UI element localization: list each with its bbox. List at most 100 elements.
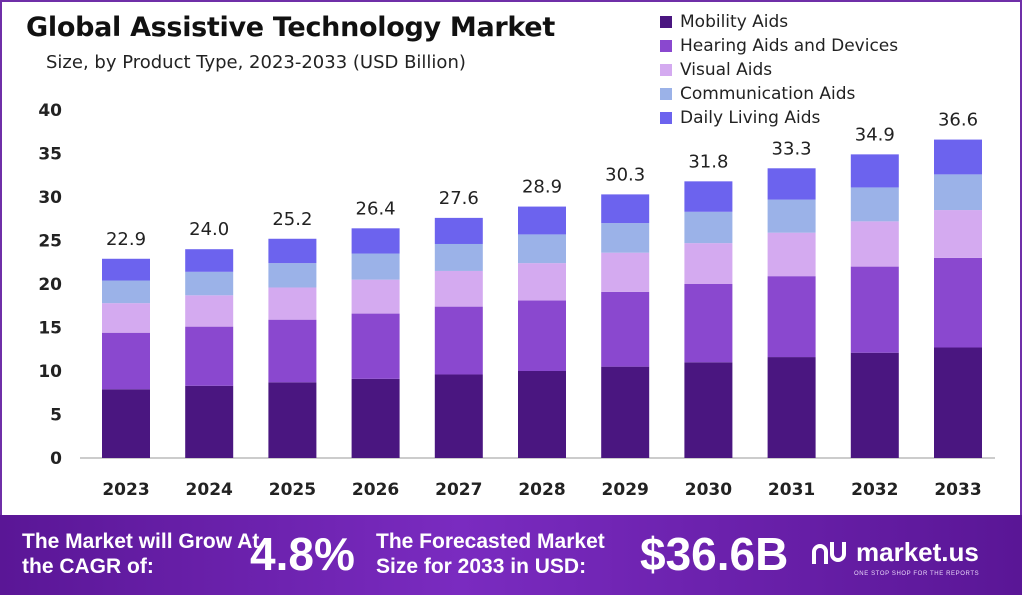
bar-segment-hearing-aids-and-devices [934, 257, 982, 348]
y-tick-label: 15 [38, 319, 62, 339]
y-tick-label: 10 [38, 362, 62, 382]
y-tick-label: 30 [38, 188, 62, 208]
legend-item-visual: Visual Aids [660, 58, 898, 82]
x-tick-label: 2028 [518, 480, 565, 500]
bar-segment-hearing-aids-and-devices [268, 319, 317, 383]
bar-segment-visual-aids [102, 303, 150, 333]
bar-segment-visual-aids [351, 279, 400, 314]
legend-item-mobility: Mobility Aids [660, 10, 898, 34]
bar-segment-hearing-aids-and-devices [518, 300, 566, 371]
total-value-label: 27.6 [439, 188, 479, 209]
y-tick-label: 40 [38, 101, 62, 121]
total-value-label: 34.9 [855, 124, 895, 145]
x-tick-label: 2029 [602, 480, 649, 500]
bar-segment-daily-living-aids [518, 206, 566, 235]
total-value-label: 25.2 [272, 209, 312, 230]
x-tick-label: 2033 [934, 480, 981, 500]
bar-segment-daily-living-aids [268, 238, 317, 264]
brand-name: market.us [856, 537, 979, 567]
y-tick-label: 5 [50, 406, 62, 426]
bar-segment-communication-aids [351, 253, 400, 280]
legend-label: Hearing Aids and Devices [680, 36, 899, 56]
bar-segment-communication-aids [102, 280, 150, 304]
bar-segment-mobility-aids [268, 382, 317, 458]
x-tick-label: 2031 [768, 480, 815, 500]
bar-segment-daily-living-aids [684, 181, 733, 212]
x-tick-label: 2027 [435, 480, 482, 500]
bar-segment-communication-aids [601, 223, 650, 253]
legend-item-daily-living: Daily Living Aids [660, 106, 898, 130]
brand-tagline: ONE STOP SHOP FOR THE REPORTS [854, 571, 980, 577]
forecast-text: The Forecasted Market Size for 2033 in U… [376, 530, 605, 578]
bar-segment-communication-aids [434, 243, 483, 271]
x-tick-label: 2023 [102, 480, 149, 500]
bar-segment-visual-aids [767, 232, 816, 277]
legend-swatch [660, 112, 672, 124]
bar-segment-communication-aids [767, 199, 816, 233]
legend-label: Communication Aids [680, 84, 856, 104]
bar-segment-communication-aids [518, 234, 566, 264]
x-tick-label: 2032 [851, 480, 898, 500]
bar-segment-mobility-aids [850, 352, 899, 458]
bar-segment-mobility-aids [684, 362, 733, 458]
chart-title: Global Assistive Technology Market [26, 12, 555, 43]
chart-subtitle: Size, by Product Type, 2023-2033 (USD Bi… [46, 52, 466, 73]
bar-segment-mobility-aids [518, 371, 566, 458]
y-tick-label: 20 [38, 275, 62, 295]
total-value-label: 31.8 [688, 151, 728, 172]
bar-segment-communication-aids [850, 187, 899, 222]
bar-segment-hearing-aids-and-devices [767, 276, 816, 358]
y-tick-label: 25 [38, 232, 62, 252]
bar-segment-hearing-aids-and-devices [434, 306, 483, 375]
bar-chart: 051015202530354022.9202324.0202425.22025… [38, 101, 995, 500]
cagr-text: The Market will Grow At the CAGR of: [22, 530, 260, 578]
footer-banner: The Market will Grow At the CAGR of: 4.8… [0, 515, 1022, 595]
total-value-label: 26.4 [356, 198, 396, 219]
bar-segment-mobility-aids [934, 347, 982, 458]
bar-segment-communication-aids [934, 174, 982, 211]
y-tick-label: 0 [50, 449, 62, 469]
bar-segment-hearing-aids-and-devices [850, 266, 899, 353]
legend-swatch [660, 16, 672, 28]
legend-item-communication: Communication Aids [660, 82, 898, 106]
x-tick-label: 2025 [269, 480, 316, 500]
bar-segment-visual-aids [850, 221, 899, 267]
bar-segment-visual-aids [185, 295, 234, 327]
bar-segment-daily-living-aids [351, 228, 400, 254]
bar-segment-daily-living-aids [102, 258, 150, 281]
bar-segment-visual-aids [934, 210, 982, 258]
bar-segment-mobility-aids [351, 378, 400, 458]
bar-segment-daily-living-aids [434, 217, 483, 244]
bar-segment-daily-living-aids [601, 194, 650, 224]
total-value-label: 30.3 [605, 164, 645, 185]
bar-segment-communication-aids [268, 263, 317, 288]
total-value-label: 24.0 [189, 219, 229, 240]
bar-segment-daily-living-aids [850, 154, 899, 188]
total-value-label: 22.9 [106, 229, 146, 250]
bar-segment-mobility-aids [601, 366, 650, 458]
bar-segment-visual-aids [434, 270, 483, 307]
legend: Mobility Aids Hearing Aids and Devices V… [660, 10, 898, 130]
bar-segment-hearing-aids-and-devices [102, 332, 150, 390]
bar-segment-communication-aids [185, 271, 234, 296]
total-value-label: 36.6 [938, 110, 978, 131]
x-tick-label: 2026 [352, 480, 399, 500]
bar-segment-mobility-aids [185, 385, 234, 458]
bar-segment-daily-living-aids [185, 249, 234, 272]
bar-segment-visual-aids [518, 263, 566, 301]
bar-segment-communication-aids [684, 211, 733, 244]
total-value-label: 28.9 [522, 177, 562, 198]
total-value-label: 33.3 [772, 138, 812, 159]
market-us-logo-icon [812, 541, 846, 564]
legend-swatch [660, 64, 672, 76]
brand-logo[interactable]: market.us [810, 537, 979, 568]
bar-segment-hearing-aids-and-devices [601, 291, 650, 367]
bar-segment-hearing-aids-and-devices [185, 326, 234, 386]
bar-segment-hearing-aids-and-devices [351, 313, 400, 379]
x-tick-label: 2030 [685, 480, 732, 500]
forecast-value: $36.6B [640, 528, 789, 580]
y-tick-label: 35 [38, 145, 62, 165]
x-tick-label: 2024 [186, 480, 233, 500]
legend-label: Mobility Aids [680, 12, 789, 32]
legend-item-hearing: Hearing Aids and Devices [660, 34, 898, 58]
